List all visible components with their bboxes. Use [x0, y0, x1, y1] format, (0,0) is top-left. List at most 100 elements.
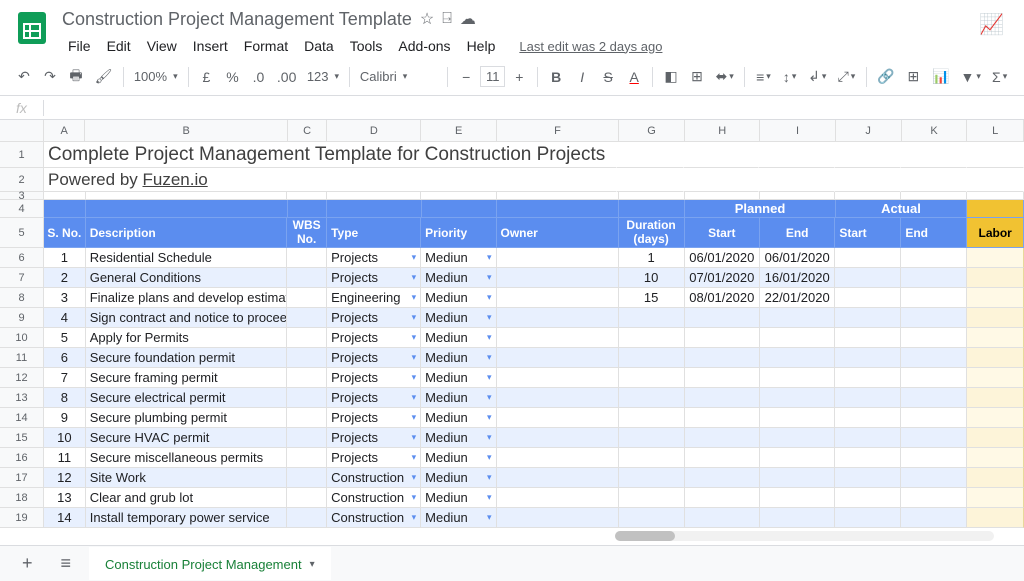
header-start[interactable]: Start: [685, 218, 760, 248]
menu-format[interactable]: Format: [238, 34, 294, 58]
fill-color-button[interactable]: ◧: [659, 64, 683, 90]
paint-format-button[interactable]: 🖌: [90, 64, 117, 90]
font-size-dec[interactable]: −: [454, 64, 478, 90]
menu-addons[interactable]: Add-ons: [392, 34, 456, 58]
table-row: 13Clear and grub lotConstructionMediun: [44, 488, 1024, 508]
powered-by-cell[interactable]: Powered by Fuzen.io: [44, 168, 617, 192]
sheets-logo[interactable]: [12, 8, 52, 48]
star-icon[interactable]: ☆: [420, 9, 434, 29]
title-cell[interactable]: Complete Project Management Template for…: [44, 142, 617, 168]
trend-icon[interactable]: 📈: [979, 12, 1004, 37]
link-button[interactable]: 🔗: [873, 64, 900, 90]
header-aend[interactable]: End: [901, 218, 967, 248]
row-header-17[interactable]: 17: [0, 468, 44, 488]
row-header-19[interactable]: 19: [0, 508, 44, 528]
comment-button[interactable]: ⊞: [901, 64, 925, 90]
italic-button[interactable]: I: [570, 64, 594, 90]
row-header-6[interactable]: 6: [0, 248, 44, 268]
move-folder-icon[interactable]: ⍈: [442, 10, 452, 28]
row-header-13[interactable]: 13: [0, 388, 44, 408]
header-desc[interactable]: Description: [86, 218, 288, 248]
col-header-G[interactable]: G: [619, 120, 685, 142]
header-sno[interactable]: S. No.: [44, 218, 86, 248]
header-labor[interactable]: Labor: [967, 218, 1024, 248]
col-header-C[interactable]: C: [288, 120, 328, 142]
row-header-14[interactable]: 14: [0, 408, 44, 428]
row-header-15[interactable]: 15: [0, 428, 44, 448]
row-header-5[interactable]: 5: [0, 218, 44, 248]
col-header-K[interactable]: K: [902, 120, 968, 142]
valign-button[interactable]: ↕: [778, 64, 802, 90]
font-select[interactable]: Calibri: [356, 67, 441, 86]
add-sheet-button[interactable]: +: [12, 547, 43, 580]
print-button[interactable]: 🖶: [64, 64, 88, 90]
zoom-select[interactable]: 100%: [130, 67, 182, 86]
merge-button[interactable]: ⬌: [711, 64, 738, 90]
header-duration[interactable]: Duration (days): [619, 218, 685, 248]
decimal-dec-button[interactable]: .0: [246, 64, 270, 90]
row-header-18[interactable]: 18: [0, 488, 44, 508]
col-header-A[interactable]: A: [44, 120, 85, 142]
col-header-E[interactable]: E: [421, 120, 496, 142]
row-header-1[interactable]: 1: [0, 142, 44, 168]
font-size-inc[interactable]: +: [507, 64, 531, 90]
percent-button[interactable]: %: [220, 64, 244, 90]
menu-view[interactable]: View: [141, 34, 183, 58]
col-header-H[interactable]: H: [685, 120, 760, 142]
row-header-2[interactable]: 2: [0, 168, 44, 192]
menu-help[interactable]: Help: [461, 34, 502, 58]
currency-button[interactable]: £: [194, 64, 218, 90]
header-type[interactable]: Type: [327, 218, 421, 248]
cloud-status-icon[interactable]: ☁: [460, 9, 476, 29]
decimal-inc-button[interactable]: .00: [272, 64, 300, 90]
row-header-12[interactable]: 12: [0, 368, 44, 388]
col-header-D[interactable]: D: [327, 120, 421, 142]
row-header-7[interactable]: 7: [0, 268, 44, 288]
row-header-9[interactable]: 9: [0, 308, 44, 328]
col-header-F[interactable]: F: [497, 120, 619, 142]
strike-button[interactable]: S: [596, 64, 620, 90]
col-header-I[interactable]: I: [760, 120, 835, 142]
select-all-corner[interactable]: [0, 120, 44, 142]
menu-tools[interactable]: Tools: [344, 34, 389, 58]
header-actual[interactable]: Actual: [836, 200, 968, 218]
halign-button[interactable]: ≡: [751, 64, 775, 90]
redo-button[interactable]: ↷: [38, 64, 62, 90]
wrap-button[interactable]: ↲: [804, 64, 831, 90]
filter-button[interactable]: ▼: [956, 64, 985, 90]
header-priority[interactable]: Priority: [421, 218, 496, 248]
text-color-button[interactable]: A: [622, 64, 646, 90]
horizontal-scrollbar[interactable]: [615, 531, 994, 541]
undo-button[interactable]: ↶: [12, 64, 36, 90]
row-header-16[interactable]: 16: [0, 448, 44, 468]
format-more-select[interactable]: 123: [303, 67, 343, 86]
document-title[interactable]: Construction Project Management Template: [62, 9, 412, 30]
borders-button[interactable]: ⊞: [685, 64, 709, 90]
col-header-B[interactable]: B: [85, 120, 287, 142]
last-edit-link[interactable]: Last edit was 2 days ago: [513, 35, 668, 58]
all-sheets-button[interactable]: ≡: [51, 547, 82, 580]
font-size-input[interactable]: 11: [480, 66, 505, 87]
header-owner[interactable]: Owner: [497, 218, 619, 248]
sheet-tab-active[interactable]: Construction Project Management: [89, 547, 331, 580]
menu-data[interactable]: Data: [298, 34, 340, 58]
menu-insert[interactable]: Insert: [187, 34, 234, 58]
chart-button[interactable]: 📊: [927, 64, 954, 90]
row-header-10[interactable]: 10: [0, 328, 44, 348]
header-planned[interactable]: Planned: [685, 200, 835, 218]
menu-edit[interactable]: Edit: [101, 34, 137, 58]
row-header-11[interactable]: 11: [0, 348, 44, 368]
row-header-4[interactable]: 4: [0, 200, 44, 218]
bold-button[interactable]: B: [544, 64, 568, 90]
menu-file[interactable]: File: [62, 34, 97, 58]
functions-button[interactable]: Σ: [987, 64, 1012, 90]
formula-input[interactable]: [44, 96, 1024, 119]
row-header-3[interactable]: 3: [0, 192, 44, 200]
col-header-J[interactable]: J: [836, 120, 902, 142]
rotate-button[interactable]: ⤢: [833, 64, 860, 90]
header-wbs[interactable]: WBS No.: [287, 218, 327, 248]
header-end[interactable]: End: [760, 218, 835, 248]
header-astart[interactable]: Start: [835, 218, 901, 248]
row-header-8[interactable]: 8: [0, 288, 44, 308]
col-header-L[interactable]: L: [967, 120, 1024, 142]
